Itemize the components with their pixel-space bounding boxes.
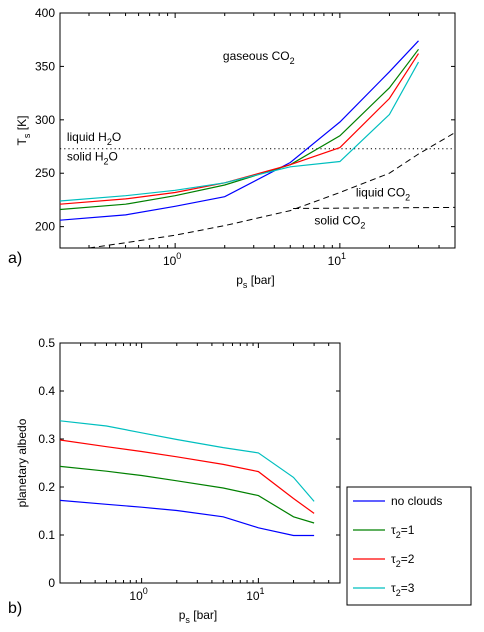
x-axis-label-tail: [bar] bbox=[247, 273, 274, 287]
x-tick-label: 100 bbox=[129, 586, 147, 603]
x-tick-exponent: 0 bbox=[176, 251, 181, 261]
y-axis-label-unit: [K] bbox=[15, 116, 29, 134]
annotation-2-sub: 2 bbox=[107, 137, 112, 147]
x-tick-base: 10 bbox=[246, 589, 260, 603]
x-tick-base: 10 bbox=[129, 589, 143, 603]
series-line-2 bbox=[60, 465, 315, 524]
y-axis-label-sub: s bbox=[22, 133, 32, 138]
panel-label: b) bbox=[8, 600, 22, 617]
y-tick-label: 250 bbox=[35, 166, 55, 180]
y-axis-label-main: T bbox=[15, 137, 29, 145]
x-tick-label: 101 bbox=[246, 586, 264, 603]
annotation-3-main: solid H bbox=[67, 149, 104, 163]
x-tick-exponent: 1 bbox=[260, 586, 265, 596]
legend-entry-3: τ2=2 bbox=[391, 552, 415, 569]
x-tick-exponent: 0 bbox=[143, 586, 148, 596]
annotation-1-main: gaseous CO bbox=[223, 49, 290, 63]
y-tick-label: 0 bbox=[48, 576, 55, 590]
annotation-1: gaseous CO2 bbox=[223, 49, 295, 66]
legend-entry-1: no clouds bbox=[391, 494, 442, 508]
y-tick-label: 300 bbox=[35, 113, 55, 127]
data-area bbox=[60, 40, 455, 248]
co2-phase-boundary-line bbox=[88, 132, 455, 248]
annotation-4: liquid CO2 bbox=[356, 186, 410, 203]
series-line-4 bbox=[60, 420, 315, 502]
y-tick-label: 350 bbox=[35, 59, 55, 73]
legend-entry-4: τ2=3 bbox=[391, 581, 415, 598]
legend-entry-4-tail: =3 bbox=[401, 581, 415, 595]
plot-frame bbox=[59, 342, 341, 584]
legend-entry-2: τ2=1 bbox=[391, 523, 415, 540]
x-tick-label: 100 bbox=[163, 251, 181, 268]
x-tick-base: 10 bbox=[163, 254, 177, 268]
y-tick-label: 0.2 bbox=[38, 480, 55, 494]
x-axis-label-sub: s bbox=[243, 280, 248, 290]
x-axis-label: ps [bar] bbox=[236, 273, 275, 290]
plot-frame bbox=[59, 12, 456, 249]
legend-entry-3-main: τ bbox=[391, 552, 396, 566]
x-axis-label-sub: s bbox=[185, 615, 190, 625]
y-tick-label: 0.5 bbox=[38, 336, 55, 350]
panel-label: a) bbox=[8, 250, 22, 267]
series-line-3 bbox=[60, 53, 420, 205]
annotation-2: liquid H2O bbox=[67, 130, 121, 147]
y-tick-label: 400 bbox=[35, 6, 55, 20]
y-tick-label: 200 bbox=[35, 220, 55, 234]
annotation-1-sub: 2 bbox=[290, 56, 295, 66]
x-tick-exponent: 1 bbox=[341, 251, 346, 261]
x-axis-label-main: p bbox=[236, 273, 243, 287]
y-axis-label: Ts [K] bbox=[15, 116, 32, 146]
y-axis-label-main: planetary albedo bbox=[15, 418, 29, 507]
series-line-1 bbox=[60, 40, 419, 221]
annotation-4-sub: 2 bbox=[405, 193, 410, 203]
annotation-3: solid H2O bbox=[67, 149, 118, 166]
legend-entry-3-tail: =2 bbox=[401, 552, 415, 566]
y-tick-label: 0.3 bbox=[38, 432, 55, 446]
annotation-2-tail: O bbox=[112, 130, 121, 144]
x-tick-base: 10 bbox=[328, 254, 342, 268]
legend-box bbox=[346, 486, 472, 606]
x-axis-label-main: p bbox=[179, 608, 186, 622]
x-axis-label: ps [bar] bbox=[179, 608, 218, 625]
legend-entry-2-tail: =1 bbox=[401, 523, 415, 537]
legend-entry-1-main: no clouds bbox=[391, 494, 442, 508]
y-tick-label: 0.1 bbox=[38, 528, 55, 542]
y-tick-label: 0.4 bbox=[38, 384, 55, 398]
x-axis-label-tail: [bar] bbox=[190, 608, 217, 622]
legend-entry-4-sub: 2 bbox=[396, 588, 401, 598]
co2-phase-boundary-line bbox=[293, 206, 455, 209]
legend-entry-2-main: τ bbox=[391, 523, 396, 537]
y-axis-label: planetary albedo bbox=[15, 418, 29, 507]
series-line-1 bbox=[60, 499, 315, 537]
series-line-3 bbox=[60, 439, 315, 514]
annotation-5-main: solid CO bbox=[314, 214, 360, 228]
annotation-2-main: liquid H bbox=[67, 130, 107, 144]
annotation-4-main: liquid CO bbox=[356, 186, 405, 200]
legend-entry-3-sub: 2 bbox=[396, 559, 401, 569]
x-tick-label: 101 bbox=[328, 251, 346, 268]
annotation-3-sub: 2 bbox=[104, 156, 109, 166]
annotation-5: solid CO2 bbox=[314, 214, 365, 231]
legend-entry-2-sub: 2 bbox=[396, 530, 401, 540]
annotation-3-tail: O bbox=[109, 149, 118, 163]
annotation-5-sub: 2 bbox=[360, 221, 365, 231]
series-line-4 bbox=[60, 61, 420, 202]
legend-entry-4-main: τ bbox=[391, 581, 396, 595]
data-area bbox=[60, 420, 315, 537]
